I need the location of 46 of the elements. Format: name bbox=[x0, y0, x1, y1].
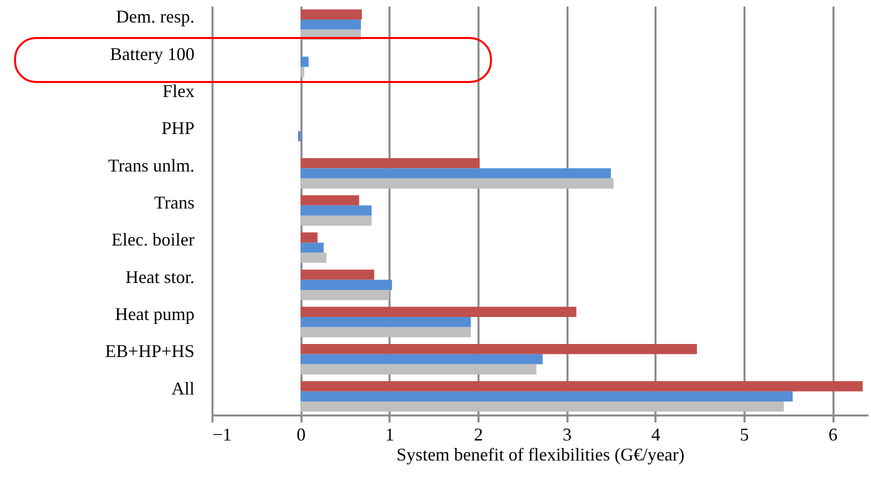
bar bbox=[300, 242, 324, 253]
bar bbox=[300, 391, 793, 402]
y-tick-label: PHP bbox=[161, 118, 194, 138]
bar bbox=[300, 56, 309, 67]
bar bbox=[300, 232, 318, 243]
bar bbox=[300, 327, 471, 338]
bar bbox=[300, 158, 480, 168]
y-tick-label: Trans unlm. bbox=[108, 155, 194, 176]
y-tick-label: All bbox=[171, 378, 194, 398]
y-tick-label: Dem. resp. bbox=[116, 6, 194, 27]
x-tick-label: 4 bbox=[651, 424, 660, 444]
y-tick-label: Heat pump bbox=[115, 304, 194, 324]
x-tick-label: 3 bbox=[562, 424, 572, 444]
bar bbox=[298, 131, 301, 142]
x-axis-title: System benefit of flexibilities (G€/year) bbox=[396, 444, 684, 464]
x-tick-label: 5 bbox=[740, 424, 749, 444]
bar bbox=[300, 381, 863, 392]
bar bbox=[300, 252, 326, 263]
bar bbox=[300, 205, 372, 216]
x-tick-label: 1 bbox=[385, 424, 394, 444]
bar bbox=[300, 168, 611, 178]
bar bbox=[300, 306, 576, 317]
bar bbox=[300, 290, 390, 300]
y-tick-label: Battery 100 bbox=[110, 44, 194, 64]
bar bbox=[300, 280, 392, 290]
bar bbox=[300, 178, 614, 189]
bar bbox=[300, 270, 374, 280]
bar bbox=[300, 354, 543, 364]
bar bbox=[300, 195, 360, 206]
bar bbox=[300, 20, 361, 30]
y-tick-label: Elec. boiler bbox=[112, 230, 194, 250]
bar bbox=[300, 9, 362, 20]
bar bbox=[300, 401, 784, 412]
y-tick-label: EB+HP+HS bbox=[105, 341, 194, 362]
x-tick-label: 6 bbox=[828, 424, 838, 444]
bar bbox=[300, 364, 536, 374]
y-tick-label: Heat stor. bbox=[126, 266, 194, 287]
y-tick-label: Flex bbox=[162, 80, 194, 101]
x-tick-label: 2 bbox=[474, 424, 483, 444]
x-tick-label: 0 bbox=[296, 424, 306, 444]
bar bbox=[300, 216, 372, 226]
x-tick-label: −1 bbox=[212, 424, 232, 444]
bar bbox=[300, 344, 697, 354]
bar bbox=[300, 66, 304, 78]
bar bbox=[300, 316, 471, 328]
y-tick-label: Trans bbox=[154, 192, 194, 212]
